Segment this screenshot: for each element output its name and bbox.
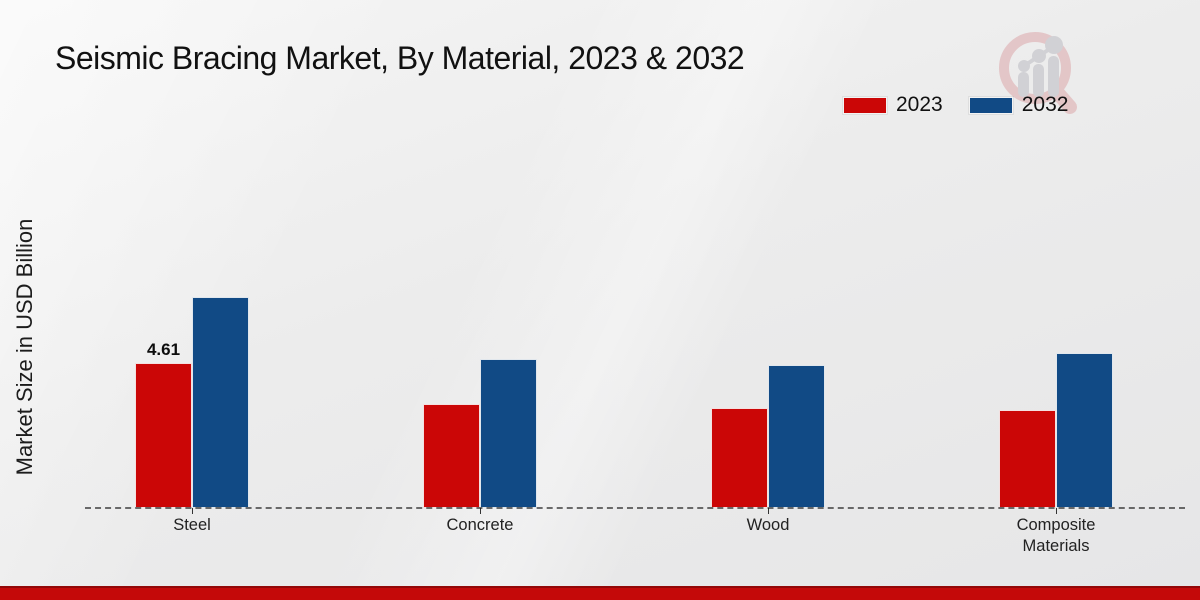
x-axis-tick	[1056, 508, 1057, 514]
y-axis-title: Market Size in USD Billion	[12, 218, 37, 476]
chart-title: Seismic Bracing Market, By Material, 202…	[55, 40, 745, 76]
legend-swatch-2032	[968, 96, 1013, 114]
x-axis-category-label: Composite Materials	[1016, 516, 1096, 555]
bar-2023-composite-materials[interactable]	[999, 410, 1056, 508]
bar-2023-steel[interactable]	[135, 363, 192, 508]
x-axis-tick	[192, 508, 193, 514]
bar-2023-wood[interactable]	[711, 408, 768, 508]
x-axis-category-label: Steel	[173, 516, 211, 534]
footer-accent-band	[0, 586, 1200, 600]
bar-2032-wood[interactable]	[768, 365, 825, 508]
bar-2032-composite-materials[interactable]	[1056, 353, 1113, 508]
legend-label-2023: 2023	[896, 93, 943, 116]
x-axis-baseline	[85, 507, 1185, 509]
x-axis-tick	[480, 508, 481, 514]
legend-swatch-2023	[843, 96, 887, 114]
bar-value-label: 4.61	[146, 340, 181, 359]
bar-2023-concrete[interactable]	[423, 404, 480, 508]
brand-watermark-icon	[999, 32, 1077, 114]
legend-entry-2023[interactable]: 2023	[843, 93, 943, 117]
x-axis-category-label: Concrete	[446, 516, 514, 534]
bar-2032-concrete[interactable]	[480, 359, 537, 508]
x-axis-tick	[768, 508, 769, 514]
legend-label-2032: 2032	[1021, 93, 1069, 116]
x-axis-category-label: Wood	[746, 516, 790, 534]
legend-entry-2032[interactable]: 2032	[968, 93, 1069, 117]
legend: 2023 2032	[843, 93, 1068, 117]
bar-2032-steel[interactable]	[192, 297, 249, 508]
